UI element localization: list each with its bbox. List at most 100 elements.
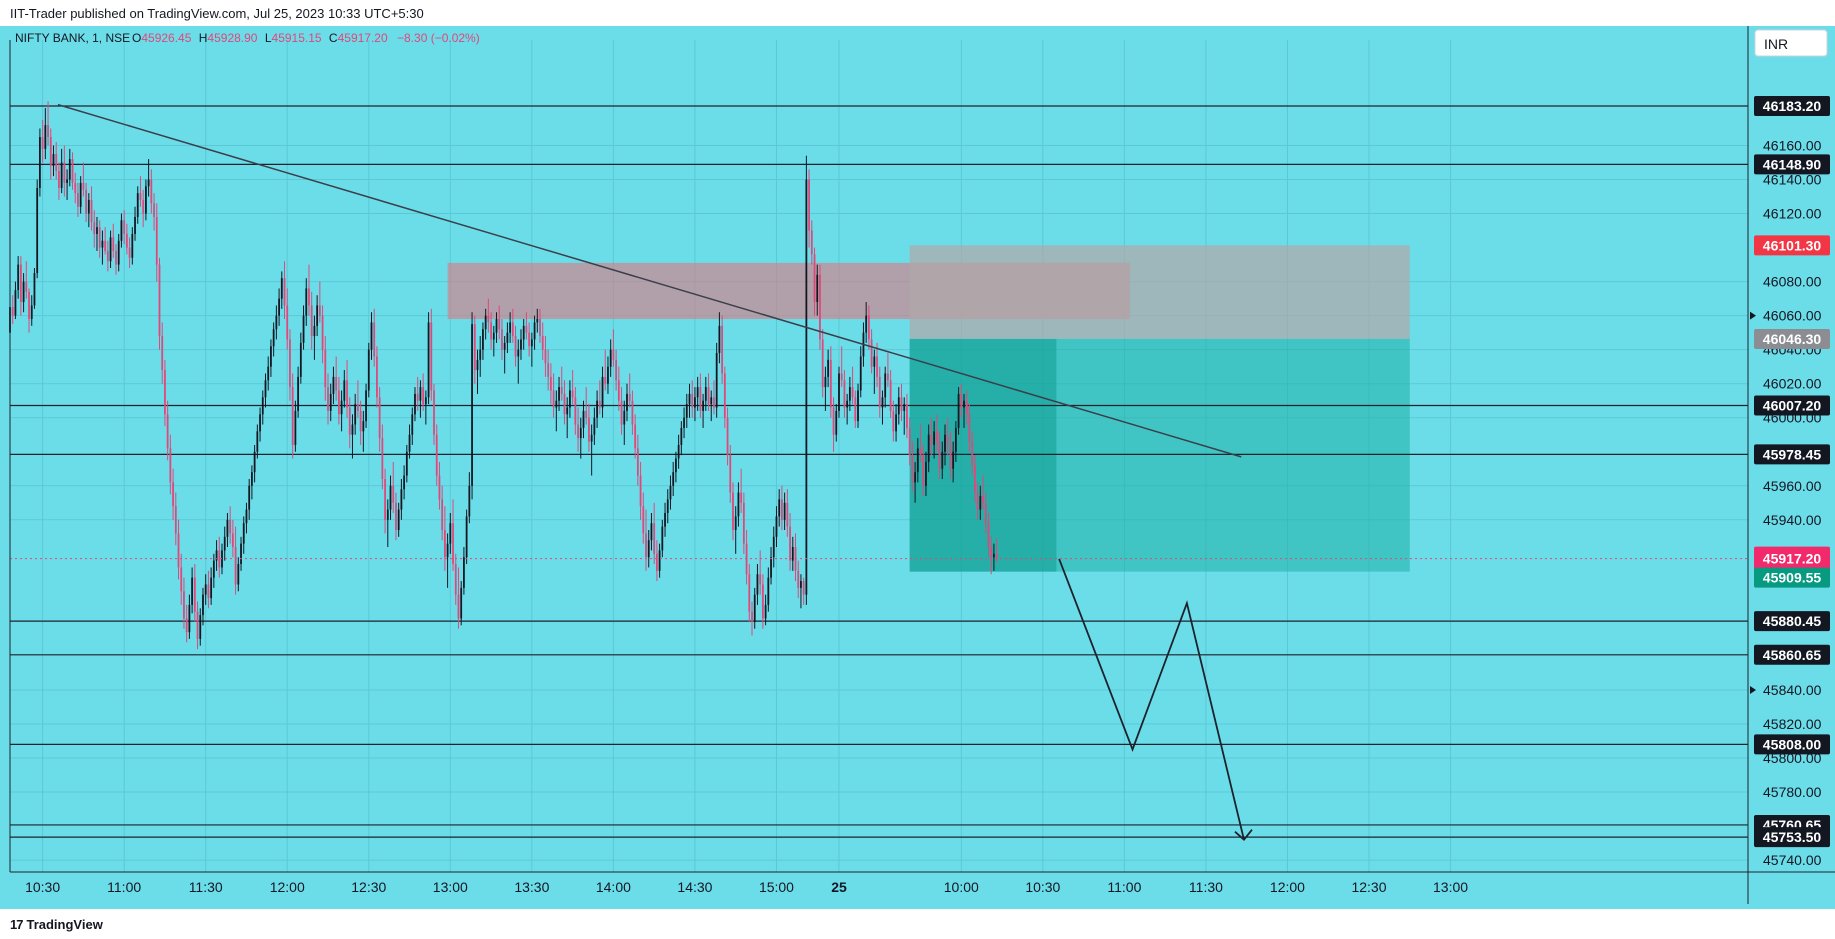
candle <box>759 550 762 595</box>
projection-path <box>1058 558 1245 840</box>
candle <box>680 421 683 456</box>
candle <box>106 240 109 272</box>
candle <box>723 366 726 428</box>
candle <box>596 390 598 428</box>
candle <box>911 441 914 493</box>
candle <box>373 308 376 367</box>
candle <box>492 325 495 357</box>
time-axis[interactable]: 10:30 11:00 11:30 12:00 12:30 13:00 13:30 14:00… <box>25 879 1468 895</box>
candle <box>571 370 574 405</box>
candle <box>598 380 601 415</box>
candle <box>718 312 721 364</box>
candle <box>547 349 550 391</box>
candle <box>313 315 316 360</box>
price-tick-label: 46060.00 <box>1763 308 1822 324</box>
candle <box>859 346 862 398</box>
candle <box>259 407 261 442</box>
candle <box>642 492 645 544</box>
svg-text:45917.20: 45917.20 <box>1763 551 1822 567</box>
candle <box>897 387 900 425</box>
currency-button[interactable]: INR <box>1754 29 1828 57</box>
candle <box>473 315 476 384</box>
price-tick-label: 45840.00 <box>1763 682 1822 698</box>
candle <box>278 288 280 326</box>
candle <box>707 373 710 411</box>
legend-open: 45926.45 <box>141 31 191 45</box>
candle <box>993 543 995 571</box>
candle <box>112 223 115 258</box>
candle <box>79 176 82 214</box>
candle <box>946 417 949 456</box>
candle <box>231 519 234 558</box>
candle <box>237 557 240 592</box>
price-tick-label: 46160.00 <box>1763 137 1822 153</box>
publisher-line: IIT-Trader published on TradingView.com,… <box>10 6 424 21</box>
candle <box>569 380 571 418</box>
candle <box>607 356 609 394</box>
candle <box>123 210 126 245</box>
price-tick-label: 45960.00 <box>1763 478 1822 494</box>
time-tick-label: 11:00 <box>107 879 141 895</box>
tradingview-logo[interactable]: 17 TradingView <box>10 917 103 932</box>
candle <box>310 291 313 350</box>
price-labels: 46183.20 46148.90 46007.20 45978.45 45880.45… <box>1754 96 1830 848</box>
candle <box>560 366 563 401</box>
drawing-zones <box>447 245 1410 572</box>
candle <box>881 390 884 425</box>
candle <box>514 325 517 367</box>
currency-label: INR <box>1764 36 1788 52</box>
candle <box>566 397 569 439</box>
candle <box>908 417 911 466</box>
candle <box>802 577 805 605</box>
candle <box>226 512 229 548</box>
candle <box>267 356 270 391</box>
candle <box>93 210 96 248</box>
axis-marker-icon <box>1750 685 1756 694</box>
candle <box>884 366 887 408</box>
candle <box>525 312 528 340</box>
candle <box>906 393 908 439</box>
candle <box>520 329 522 360</box>
candle <box>631 390 634 435</box>
candle <box>210 567 213 605</box>
candle <box>713 380 715 415</box>
candle <box>240 536 242 571</box>
time-tick-label: 14:00 <box>596 879 631 895</box>
svg-text:46046.30: 46046.30 <box>1763 331 1822 347</box>
candle <box>933 421 936 459</box>
candle <box>582 400 585 439</box>
candle <box>628 373 631 408</box>
candle <box>212 553 215 588</box>
candle <box>647 530 650 568</box>
price-tick-label: 45820.00 <box>1763 716 1822 732</box>
candle <box>827 349 830 388</box>
entry-price-label: 46046.30 <box>1754 328 1830 349</box>
candle <box>476 349 479 394</box>
candle <box>446 533 449 588</box>
candle <box>498 305 501 340</box>
candle <box>509 312 512 343</box>
candle <box>539 308 541 343</box>
candle <box>808 169 810 248</box>
candle <box>816 264 819 316</box>
candle <box>58 162 60 200</box>
candle <box>153 193 155 231</box>
candle <box>98 220 101 258</box>
legend-high: 45928.90 <box>207 31 257 45</box>
candle <box>362 410 365 452</box>
candle <box>984 492 987 534</box>
candle <box>694 387 696 422</box>
candle <box>332 366 335 405</box>
candle <box>661 519 664 558</box>
tradingview-logo-icon: 17 <box>10 917 24 932</box>
candle <box>299 332 302 384</box>
candle <box>270 339 272 377</box>
candle <box>761 574 764 629</box>
candle <box>120 213 123 248</box>
candle <box>316 295 319 337</box>
candle <box>297 366 300 418</box>
candle <box>449 512 452 554</box>
price-chart[interactable]: 46160.00 46140.00 46120.00 46080.00 46060.00… <box>0 26 1835 909</box>
candle <box>343 370 346 408</box>
projection-arrowhead <box>1234 829 1253 841</box>
